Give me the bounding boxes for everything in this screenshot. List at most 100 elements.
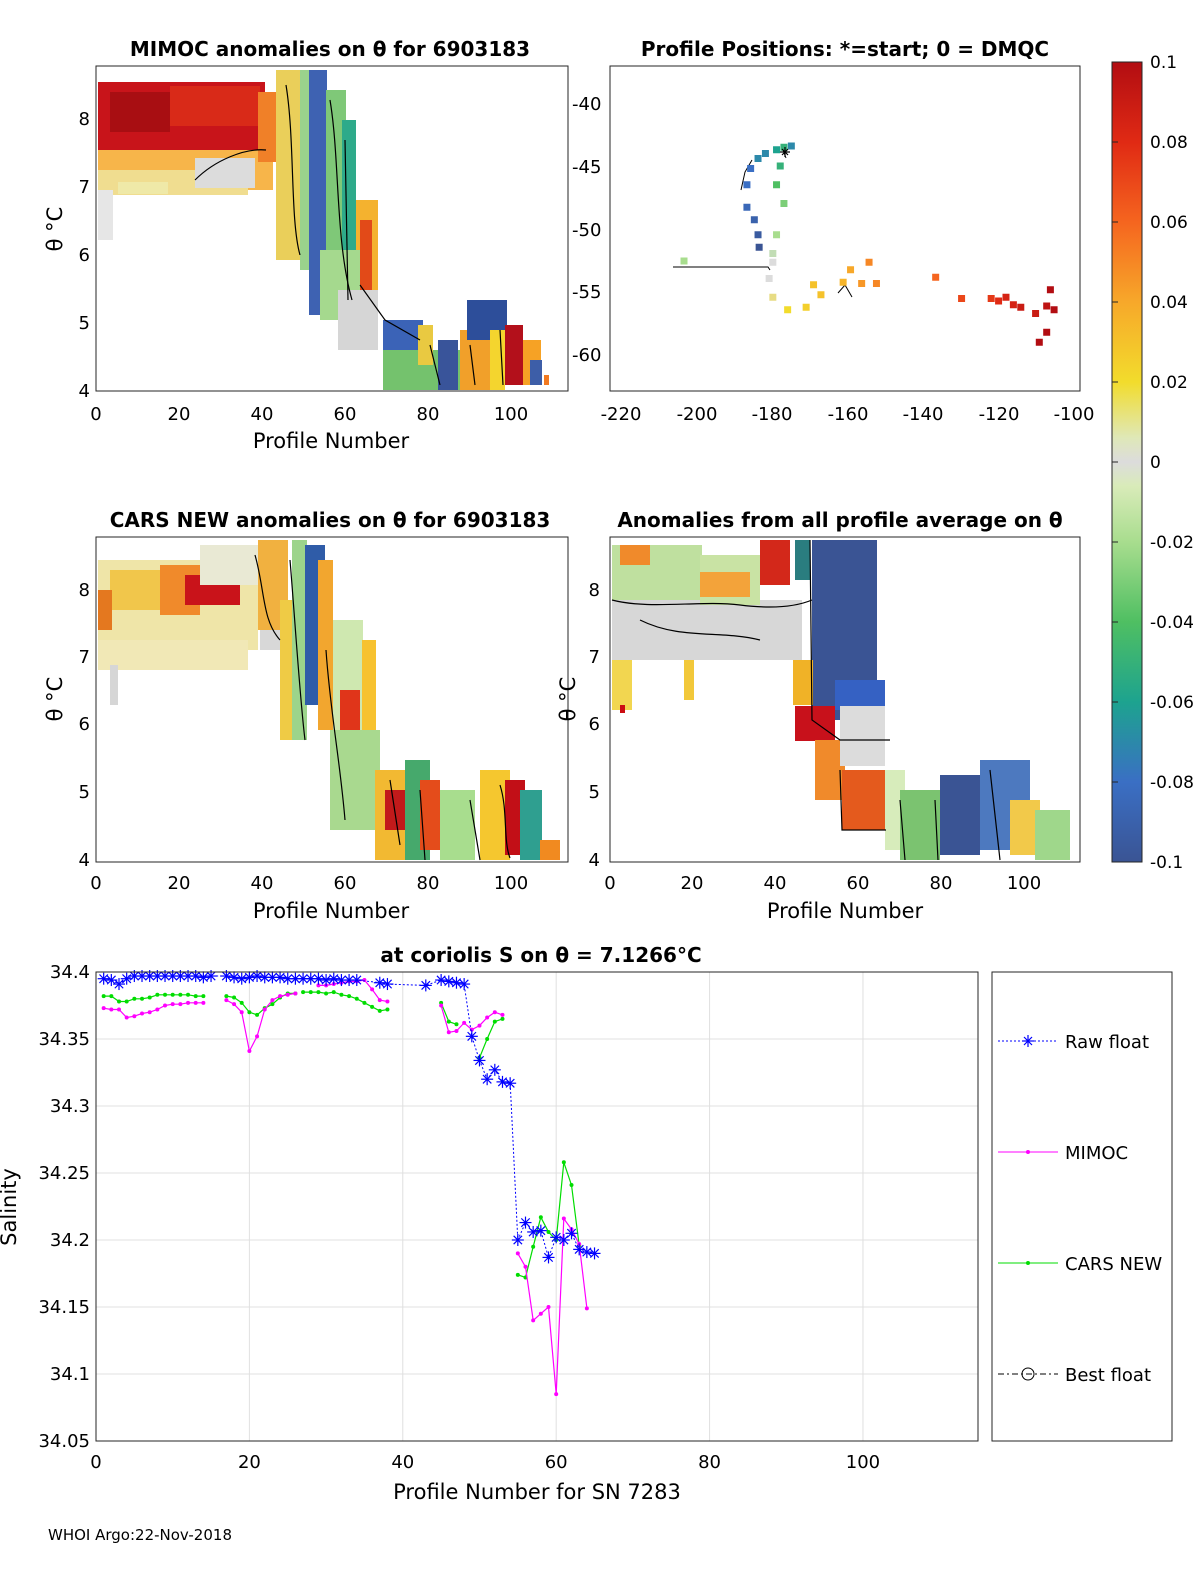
colorbar-tick-label: 0.04 [1150,293,1188,313]
cars-new-point [147,995,152,1000]
svg-text:100: 100 [494,873,528,894]
position-point [817,291,825,299]
raw-float-line [103,975,595,1259]
position-point [743,181,751,189]
raw-float-point [228,971,241,984]
svg-text:40: 40 [251,404,274,425]
colorbar-tick-label: -0.08 [1150,773,1194,793]
cars-new-point [561,1160,566,1165]
svg-text:-55: -55 [572,282,601,303]
cars-x-axis: 0 20 40 60 80 100 [90,873,528,894]
position-point [1046,286,1054,294]
raw-float-point [450,976,463,989]
position-point [839,278,847,286]
position-point [747,165,755,172]
cars-heatmap-field [98,540,560,860]
raw-float-point [527,1225,540,1238]
mimoc-series [101,978,589,1397]
cars-panel-title: CARS NEW anomalies on θ for 6903183 [110,508,551,532]
svg-text:20: 20 [168,404,191,425]
position-point [1002,293,1010,301]
positions-x-axis: -220 -200 -180 -160 -140 -120 -100 [601,404,1095,425]
svg-text:100: 100 [494,404,528,425]
mimoc-point [500,1012,505,1017]
mimoc-point [155,1007,160,1012]
mimoc-point [446,1030,451,1035]
svg-text:6: 6 [79,714,90,735]
svg-text:-140: -140 [903,404,944,425]
average-ylabel: θ °C [556,677,580,722]
svg-text:0: 0 [604,873,615,894]
cars-contour-lines [254,554,511,861]
cars-new-point [385,1007,390,1012]
mimoc-point [262,1007,267,1012]
cars-ylabel: θ °C [43,677,67,722]
mimoc-point [247,1049,252,1054]
mimoc-point [439,1003,444,1008]
cars-new-series [101,990,582,1280]
position-point [769,250,777,257]
colorbar-tick-label: 0.02 [1150,373,1188,393]
cars-new-point [370,1004,375,1009]
svg-text:8: 8 [589,580,600,601]
mimoc-point [485,1015,490,1020]
salinity-panel: at coriolis S on θ = 7.1266°C 0 20 40 60 80 1… [0,943,1173,1504]
position-point [765,275,773,282]
position-point [784,306,792,314]
cars-new-point [255,1012,260,1017]
cars-new-line [303,991,388,1012]
raw-float-point [511,1234,524,1246]
svg-text:6: 6 [79,245,90,266]
cars-new-point [492,1019,497,1024]
svg-text:-45: -45 [572,157,601,178]
mimoc-point [170,1002,175,1007]
mimoc-point [239,1010,244,1015]
cars-new-point [500,1016,505,1021]
svg-text:20: 20 [681,873,704,894]
svg-text:80: 80 [417,873,440,894]
position-point [754,155,762,162]
position-point [995,297,1003,305]
position-point [754,231,762,239]
mimoc-point [132,1014,137,1019]
cars-new-line [478,1018,503,1059]
colorbar-tick-label: -0.1 [1150,853,1183,873]
raw-float-point [442,975,455,988]
position-markers [680,142,1058,346]
cars-anomaly-panel: CARS NEW anomalies on θ for 6903183 [43,508,569,923]
legend-label-mimoc: MIMOC [1065,1143,1128,1164]
mimoc-y-axis: 4 5 6 7 8 [79,109,90,402]
raw-float-point [496,1075,509,1088]
legend-entry-cars-new: CARS NEW [998,1254,1162,1275]
mimoc-point [285,992,290,997]
svg-text:8: 8 [79,109,90,130]
position-point [810,281,818,289]
y-tick-label: 34.15 [38,1297,90,1318]
mimoc-point [561,1216,566,1221]
y-tick-label: 34.2 [50,1230,90,1251]
x-tick-label: 20 [238,1452,261,1473]
profile-average-anomaly-panel: Anomalies from all profile average on θ [556,508,1081,923]
svg-text:4: 4 [589,850,600,871]
svg-text:-40: -40 [572,94,601,115]
position-point [773,146,781,154]
y-tick-label: 34.05 [38,1431,90,1452]
mimoc-point [377,998,382,1003]
raw-float-point [419,979,432,992]
mimoc-x-axis: 0 20 40 60 80 100 [90,404,528,425]
y-tick-label: 34.4 [50,962,90,983]
legend-entry-mimoc: MIMOC [998,1143,1128,1164]
legend-label-best-float: Best float [1065,1365,1151,1386]
mimoc-point [147,1010,152,1015]
svg-text:-60: -60 [572,345,601,366]
cars-new-point [324,991,329,996]
y-tick-label: 34.35 [38,1029,90,1050]
salinity-series [97,970,601,1397]
x-tick-label: 60 [545,1452,568,1473]
raw-float-point [458,978,471,991]
mimoc-panel-title: MIMOC anomalies on θ for 6903183 [130,37,530,61]
mimoc-point [523,1264,528,1269]
svg-text:100: 100 [1007,873,1041,894]
raw-float-point [373,976,386,989]
mimoc-point [316,983,321,988]
